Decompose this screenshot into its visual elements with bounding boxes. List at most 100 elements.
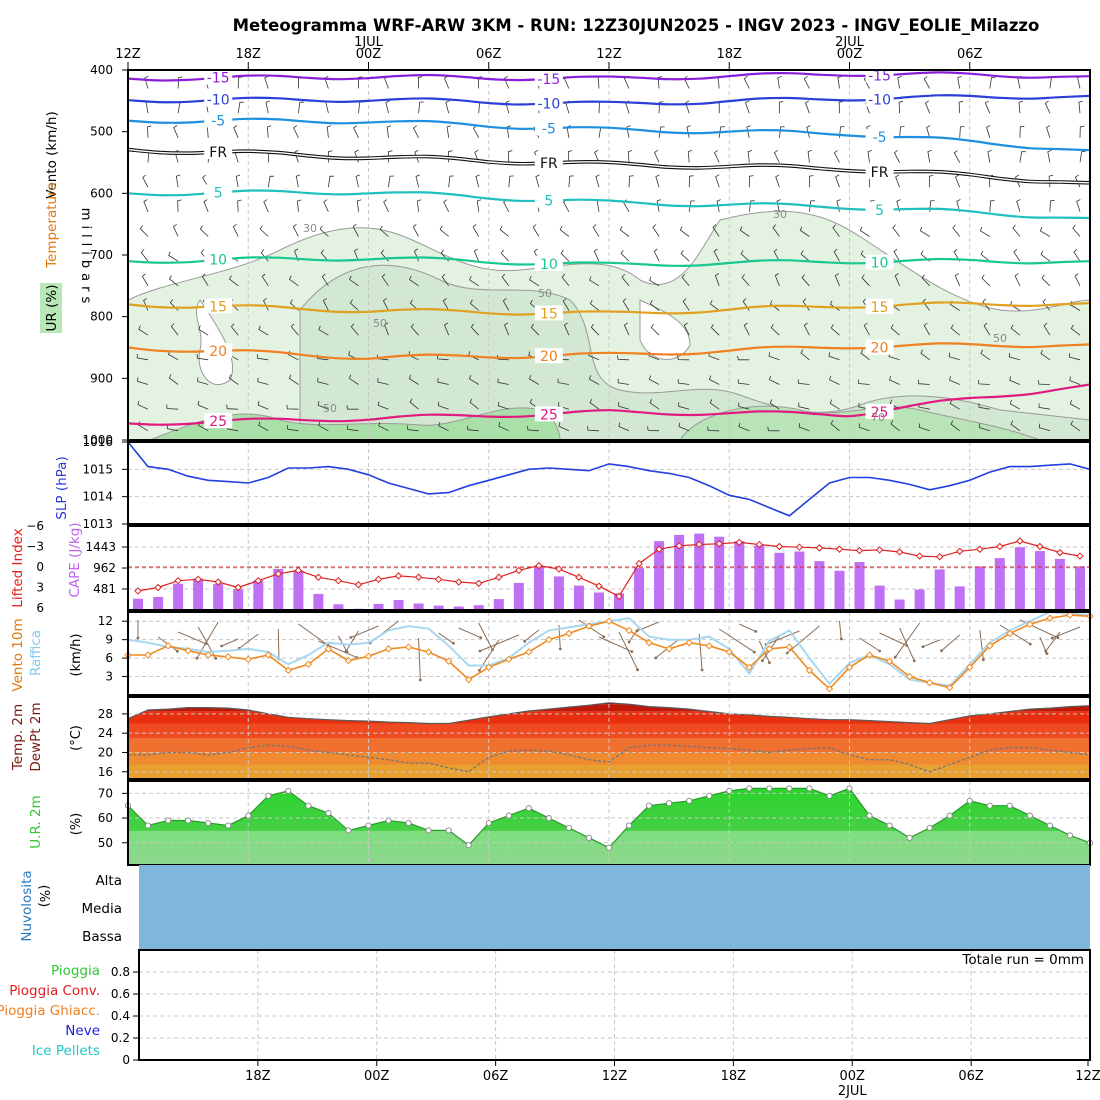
- wind-barb: [709, 375, 720, 385]
- li-point: [174, 576, 182, 585]
- rh-point: [385, 817, 392, 824]
- cape-bar: [814, 561, 825, 610]
- wind-barb: [956, 199, 961, 212]
- wind-barb: [1038, 423, 1051, 432]
- wind-barb: [798, 402, 810, 410]
- dewpoint-line: [128, 744, 1091, 773]
- wind-point: [685, 639, 693, 647]
- wind-barb: [140, 249, 149, 262]
- wind-barb: [417, 76, 423, 89]
- wind-barb: [472, 224, 480, 237]
- wind-arrow-head: [635, 629, 639, 633]
- wind-barb: [237, 76, 243, 89]
- wind-barb: [1070, 420, 1081, 432]
- wind-arrow-head: [878, 649, 882, 653]
- slp-label: SLP (hPa): [54, 456, 70, 519]
- wind-barb: [677, 355, 690, 361]
- ua-ytick-label: 1000: [82, 433, 113, 447]
- wind-arrow-head: [220, 644, 224, 648]
- wind-barb: [776, 199, 781, 212]
- wind-arrow-head: [761, 659, 764, 663]
- wind-barb: [778, 101, 784, 114]
- isotherm-label-bg: [204, 184, 233, 200]
- li-point: [835, 545, 844, 553]
- wind-barb: [978, 423, 990, 432]
- wind-barb: [746, 125, 751, 138]
- slp-ytick-label: 1013: [82, 517, 113, 531]
- rh-point: [585, 834, 593, 841]
- wind-barb: [437, 401, 449, 410]
- bottom-axis-tick-label: 18Z: [245, 1069, 271, 1084]
- isotherm-label: 10: [871, 256, 889, 272]
- li-point: [755, 540, 764, 549]
- wind-arrow-head: [768, 661, 771, 665]
- wind-barb: [950, 420, 960, 432]
- wind-barb: [317, 401, 329, 410]
- wind-barb: [770, 324, 780, 336]
- wind-barb: [172, 223, 179, 237]
- wind-point: [264, 651, 272, 659]
- wind-barb: [889, 375, 900, 385]
- wind-barb: [473, 248, 480, 262]
- wind-barb: [202, 174, 209, 188]
- rh-point: [986, 802, 993, 809]
- rh-point: [565, 824, 572, 831]
- wind-point: [645, 639, 653, 647]
- wind-barb: [437, 378, 449, 385]
- wind-barb: [830, 420, 840, 432]
- wind-barb: [737, 355, 750, 361]
- wind-point: [525, 648, 533, 656]
- wind-barb: [678, 422, 690, 432]
- wind-arrow: [859, 637, 880, 652]
- wind-barb: [144, 75, 149, 89]
- rh-contour-label: 50: [373, 317, 387, 330]
- wind-arrow: [698, 633, 703, 670]
- rh-point: [265, 792, 272, 799]
- bottom-axis-tick-label: 00Z: [840, 1069, 866, 1084]
- wind-barb: [446, 125, 452, 138]
- rh-point: [425, 827, 432, 834]
- wind-arrow: [999, 624, 1031, 645]
- wind-barb: [409, 398, 419, 410]
- wind-point: [966, 663, 974, 672]
- wind-barb: [500, 249, 510, 262]
- wind-barb: [557, 378, 569, 385]
- li-point: [374, 575, 383, 584]
- cape-bar: [1075, 566, 1085, 610]
- cape-bar: [1054, 558, 1065, 610]
- li-point: [976, 545, 984, 553]
- wind-barb: [412, 224, 419, 237]
- isotherm-label: 10: [209, 253, 227, 269]
- li-point: [815, 544, 824, 552]
- li-point: [314, 573, 323, 581]
- wind-barb: [475, 174, 480, 188]
- wind-barb: [806, 125, 811, 138]
- top-axis-tick-label: 12Z: [596, 47, 622, 62]
- wind-barb: [653, 149, 660, 163]
- wind-barb: [318, 325, 329, 336]
- wind-barb: [535, 174, 540, 188]
- wind-barb: [682, 298, 690, 311]
- wind-barb: [743, 322, 750, 336]
- wind-barb: [137, 400, 149, 410]
- wind-arrow: [618, 631, 639, 670]
- wind-barb: [532, 224, 540, 237]
- cape-bar: [273, 569, 284, 610]
- wind-arrow: [786, 625, 820, 654]
- wind-barb: [748, 200, 755, 212]
- wind-arrow-head: [754, 630, 758, 633]
- slp-ytick-label: 1015: [82, 462, 113, 476]
- wind-barb: [266, 125, 272, 138]
- wind-barb: [989, 77, 996, 89]
- wind-barb: [567, 150, 573, 163]
- wind-arrow: [438, 632, 454, 644]
- wind-arrow: [578, 619, 605, 638]
- rh-point: [726, 787, 733, 794]
- wind-barb: [626, 125, 631, 138]
- wind-point: [665, 645, 673, 653]
- rh-contour-label: 50: [323, 402, 337, 415]
- cape-bar: [1034, 551, 1045, 610]
- cape-bar: [213, 583, 224, 610]
- wind-barb: [353, 125, 359, 138]
- wind-barb: [1076, 199, 1081, 212]
